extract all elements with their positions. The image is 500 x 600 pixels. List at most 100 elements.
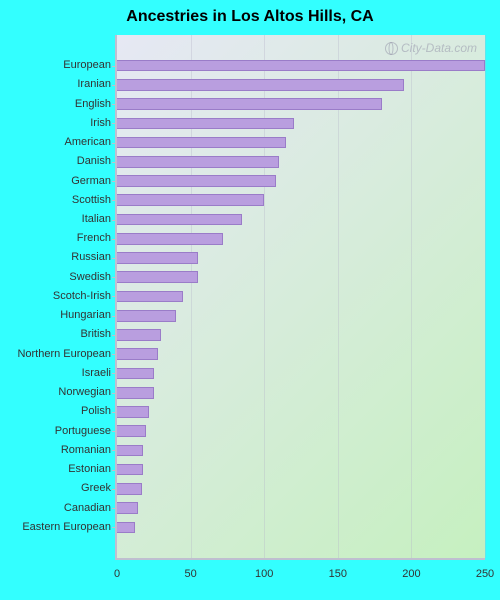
y-tick-label: French xyxy=(77,233,117,244)
bar xyxy=(117,464,143,476)
y-tick-mark xyxy=(112,373,117,374)
bar xyxy=(117,406,149,418)
bar-row: Israeli xyxy=(117,368,485,380)
bar-row: Scotch-Irish xyxy=(117,291,485,303)
bar-row: Hungarian xyxy=(117,310,485,322)
y-tick-mark xyxy=(112,296,117,297)
y-tick-mark xyxy=(112,508,117,509)
x-tick-label: 0 xyxy=(114,568,120,580)
y-tick-mark xyxy=(112,258,117,259)
y-tick-mark xyxy=(112,200,117,201)
bar xyxy=(117,194,264,206)
bar-row: Romanian xyxy=(117,445,485,457)
bar xyxy=(117,387,154,399)
bar xyxy=(117,175,276,187)
plot-area: City-Data.com 050100150200250EuropeanIra… xyxy=(115,35,485,560)
bar xyxy=(117,252,198,264)
x-tick-label: 150 xyxy=(329,568,347,580)
bar xyxy=(117,60,485,72)
bar-row: Russian xyxy=(117,252,485,264)
y-tick-label: European xyxy=(63,60,117,71)
globe-icon xyxy=(385,42,398,55)
y-tick-mark xyxy=(112,66,117,67)
y-tick-mark xyxy=(112,527,117,528)
bar-row: Italian xyxy=(117,214,485,226)
bar xyxy=(117,368,154,380)
bar-row: Swedish xyxy=(117,271,485,283)
x-tick-label: 100 xyxy=(255,568,273,580)
y-tick-mark xyxy=(112,143,117,144)
y-tick-label: Portuguese xyxy=(55,426,117,437)
bar-row: German xyxy=(117,175,485,187)
bar-row: Scottish xyxy=(117,194,485,206)
bar xyxy=(117,291,183,303)
bar xyxy=(117,79,404,91)
y-tick-mark xyxy=(112,104,117,105)
bar xyxy=(117,310,176,322)
y-tick-label: Russian xyxy=(71,252,117,263)
bar-row: Irish xyxy=(117,118,485,130)
x-tick-label: 200 xyxy=(402,568,420,580)
watermark: City-Data.com xyxy=(385,41,477,55)
y-tick-mark xyxy=(112,220,117,221)
y-tick-mark xyxy=(112,335,117,336)
bar xyxy=(117,118,294,130)
bar-row: Portuguese xyxy=(117,425,485,437)
bar-row: Eastern European xyxy=(117,522,485,534)
y-tick-label: English xyxy=(75,99,117,110)
y-tick-mark xyxy=(112,354,117,355)
bar-row: Canadian xyxy=(117,502,485,514)
bar-row: Danish xyxy=(117,156,485,168)
bar-row: American xyxy=(117,137,485,149)
bar-row: Polish xyxy=(117,406,485,418)
y-tick-label: Estonian xyxy=(68,464,117,475)
bar-row: Northern European xyxy=(117,348,485,360)
bar xyxy=(117,483,142,495)
y-tick-mark xyxy=(112,431,117,432)
bar xyxy=(117,445,143,457)
y-tick-mark xyxy=(112,85,117,86)
page-root: Ancestries in Los Altos Hills, CA City-D… xyxy=(0,0,500,600)
gridline xyxy=(485,35,486,558)
bar-row: Greek xyxy=(117,483,485,495)
y-tick-label: Canadian xyxy=(64,503,117,514)
y-tick-label: Eastern European xyxy=(22,522,117,533)
y-tick-mark xyxy=(112,412,117,413)
bar-row: Norwegian xyxy=(117,387,485,399)
x-tick-label: 50 xyxy=(184,568,196,580)
bar-row: Estonian xyxy=(117,464,485,476)
y-tick-label: Scotch-Irish xyxy=(53,291,117,302)
y-tick-label: American xyxy=(65,137,117,148)
bar xyxy=(117,214,242,226)
y-tick-mark xyxy=(112,316,117,317)
bar-row: British xyxy=(117,329,485,341)
chart-title: Ancestries in Los Altos Hills, CA xyxy=(0,0,500,26)
y-tick-mark xyxy=(112,123,117,124)
y-tick-mark xyxy=(112,470,117,471)
y-tick-mark xyxy=(112,181,117,182)
bar-row: Iranian xyxy=(117,79,485,91)
bar-row: French xyxy=(117,233,485,245)
bar xyxy=(117,137,286,149)
y-tick-label: Norwegian xyxy=(58,387,117,398)
y-tick-label: Romanian xyxy=(61,445,117,456)
y-tick-label: German xyxy=(71,176,117,187)
y-tick-mark xyxy=(112,489,117,490)
y-tick-label: Swedish xyxy=(69,272,117,283)
y-tick-mark xyxy=(112,450,117,451)
bar xyxy=(117,271,198,283)
bar xyxy=(117,98,382,110)
y-tick-label: Northern European xyxy=(17,349,117,360)
bar xyxy=(117,348,158,360)
bar-row: European xyxy=(117,60,485,72)
bar xyxy=(117,425,146,437)
bar xyxy=(117,156,279,168)
y-tick-mark xyxy=(112,162,117,163)
bar xyxy=(117,233,223,245)
y-tick-label: Hungarian xyxy=(60,310,117,321)
bar-row: English xyxy=(117,98,485,110)
bar xyxy=(117,502,138,514)
y-tick-label: Danish xyxy=(77,156,117,167)
y-tick-mark xyxy=(112,393,117,394)
bar xyxy=(117,522,135,534)
